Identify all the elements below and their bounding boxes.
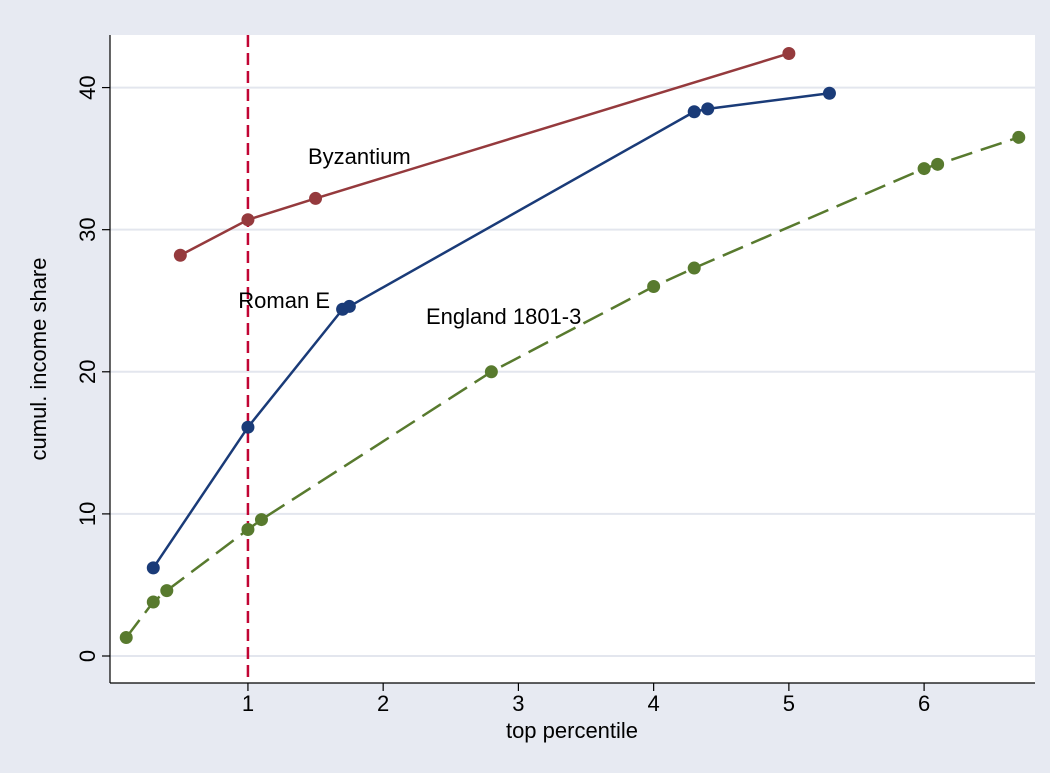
y-tick-label: 20 bbox=[75, 360, 100, 384]
data-point bbox=[687, 261, 701, 275]
data-point bbox=[917, 162, 931, 176]
x-tick-label: 1 bbox=[242, 691, 254, 716]
data-point bbox=[146, 561, 160, 575]
data-point bbox=[701, 102, 715, 116]
x-tick-label: 2 bbox=[377, 691, 389, 716]
data-point bbox=[173, 248, 187, 262]
x-tick-label: 6 bbox=[918, 691, 930, 716]
data-point bbox=[241, 420, 255, 434]
data-point bbox=[119, 631, 133, 645]
data-point bbox=[241, 213, 255, 227]
data-point bbox=[160, 584, 174, 598]
series-label: England 1801-3 bbox=[426, 304, 581, 329]
y-tick-label: 0 bbox=[75, 650, 100, 662]
x-tick-label: 5 bbox=[783, 691, 795, 716]
y-axis-title: cumul. income share bbox=[26, 258, 51, 461]
series-line bbox=[179, 52, 790, 257]
data-point bbox=[146, 595, 160, 609]
series-label: Roman E bbox=[238, 288, 330, 313]
y-tick-label: 30 bbox=[75, 217, 100, 241]
x-tick-label: 3 bbox=[512, 691, 524, 716]
data-point bbox=[241, 523, 255, 537]
data-point bbox=[931, 157, 945, 171]
data-point bbox=[309, 191, 323, 205]
data-point bbox=[782, 46, 796, 60]
data-point bbox=[342, 299, 356, 313]
y-tick-label: 10 bbox=[75, 502, 100, 526]
plot-area bbox=[110, 35, 1035, 683]
data-point bbox=[254, 513, 268, 527]
x-axis-title: top percentile bbox=[506, 718, 638, 743]
y-tick-label: 40 bbox=[75, 75, 100, 99]
series-label: Byzantium bbox=[308, 144, 411, 169]
data-point bbox=[1012, 130, 1026, 144]
x-tick-label: 4 bbox=[648, 691, 660, 716]
data-point bbox=[647, 280, 661, 294]
data-point bbox=[484, 365, 498, 379]
data-point bbox=[822, 86, 836, 100]
data-point bbox=[687, 105, 701, 119]
